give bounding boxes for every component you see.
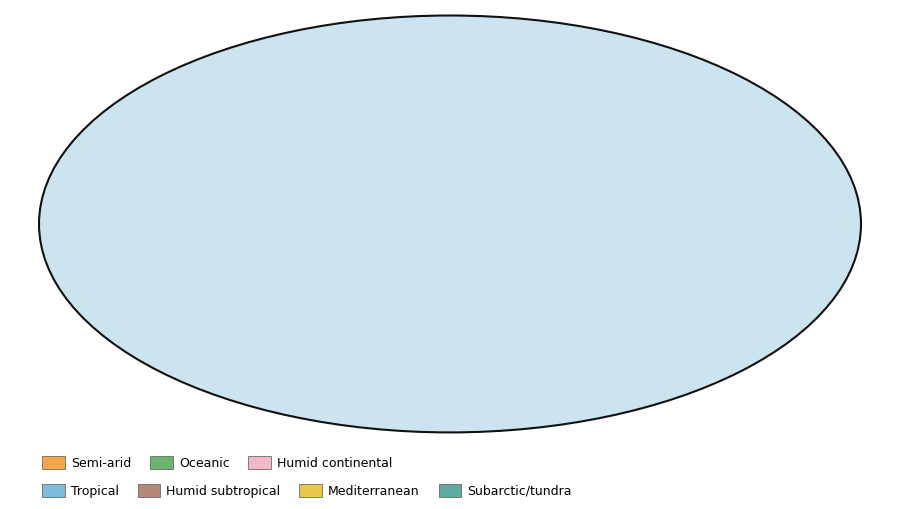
Ellipse shape — [39, 15, 861, 433]
Legend: Tropical, Humid subtropical, Mediterranean, Subarctic/tundra: Tropical, Humid subtropical, Mediterrane… — [42, 484, 571, 498]
Legend: Semi-arid, Oceanic, Humid continental: Semi-arid, Oceanic, Humid continental — [42, 456, 392, 470]
